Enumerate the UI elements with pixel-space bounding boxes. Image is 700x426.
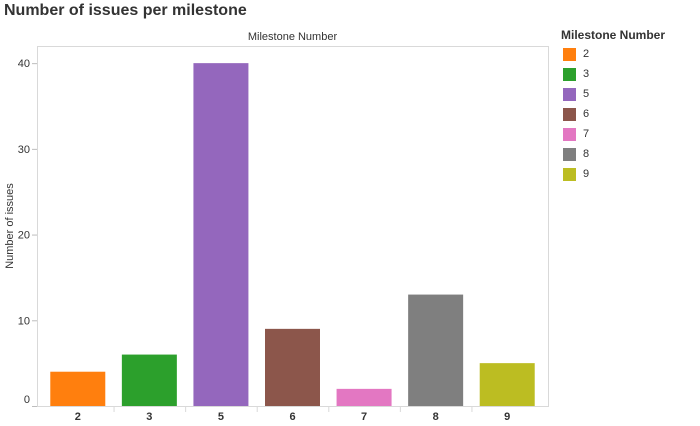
legend-item[interactable]: 8 bbox=[561, 144, 697, 164]
legend-item[interactable]: 3 bbox=[561, 64, 697, 84]
y-tick-label: 0 bbox=[24, 394, 30, 406]
legend-label: 9 bbox=[583, 168, 590, 180]
x-tick-label: 9 bbox=[504, 411, 510, 423]
x-tick-label: 2 bbox=[75, 411, 81, 423]
x-tick-label: 6 bbox=[289, 411, 295, 423]
legend-item[interactable]: 6 bbox=[561, 104, 697, 124]
legend-swatch bbox=[563, 147, 576, 161]
legend-item[interactable]: 7 bbox=[561, 124, 697, 144]
x-tick-label: 8 bbox=[433, 411, 439, 423]
bar bbox=[479, 363, 535, 406]
x-tick-label: 3 bbox=[146, 411, 152, 423]
legend-item[interactable]: 9 bbox=[561, 164, 697, 184]
legend: Milestone Number 2 3 5 6 7 8 9 bbox=[561, 27, 697, 184]
plot-area bbox=[37, 46, 549, 407]
legend-label: 6 bbox=[583, 108, 590, 120]
legend-label: 5 bbox=[583, 88, 590, 100]
bar bbox=[336, 388, 392, 406]
legend-item[interactable]: 2 bbox=[561, 44, 697, 64]
legend-label: 8 bbox=[583, 148, 590, 160]
legend-swatch bbox=[563, 47, 576, 61]
bar bbox=[121, 354, 177, 406]
chart-title: Number of issues per milestone bbox=[4, 2, 247, 19]
x-tick-label: 7 bbox=[361, 411, 367, 423]
bar bbox=[408, 294, 464, 406]
x-axis-title: Milestone Number bbox=[248, 31, 338, 43]
legend-label: 7 bbox=[583, 128, 590, 140]
legend-swatch bbox=[563, 167, 576, 181]
bar bbox=[265, 328, 320, 406]
legend-label: 3 bbox=[583, 68, 590, 80]
y-tick-label: 20 bbox=[18, 230, 30, 242]
bar bbox=[193, 63, 249, 407]
legend-title: Milestone Number bbox=[561, 28, 666, 42]
legend-swatch bbox=[563, 87, 576, 101]
x-tick-label: 5 bbox=[218, 411, 224, 423]
y-tick-label: 30 bbox=[18, 144, 30, 156]
y-tick-label: 40 bbox=[18, 58, 30, 70]
y-tick-label: 10 bbox=[18, 315, 30, 327]
legend-item[interactable]: 5 bbox=[561, 84, 697, 104]
legend-swatch bbox=[563, 67, 576, 81]
legend-swatch bbox=[563, 127, 576, 141]
y-axis-title: Number of issues bbox=[4, 183, 16, 269]
bar bbox=[50, 371, 106, 406]
legend-swatch bbox=[563, 107, 576, 121]
legend-label: 2 bbox=[583, 48, 590, 60]
